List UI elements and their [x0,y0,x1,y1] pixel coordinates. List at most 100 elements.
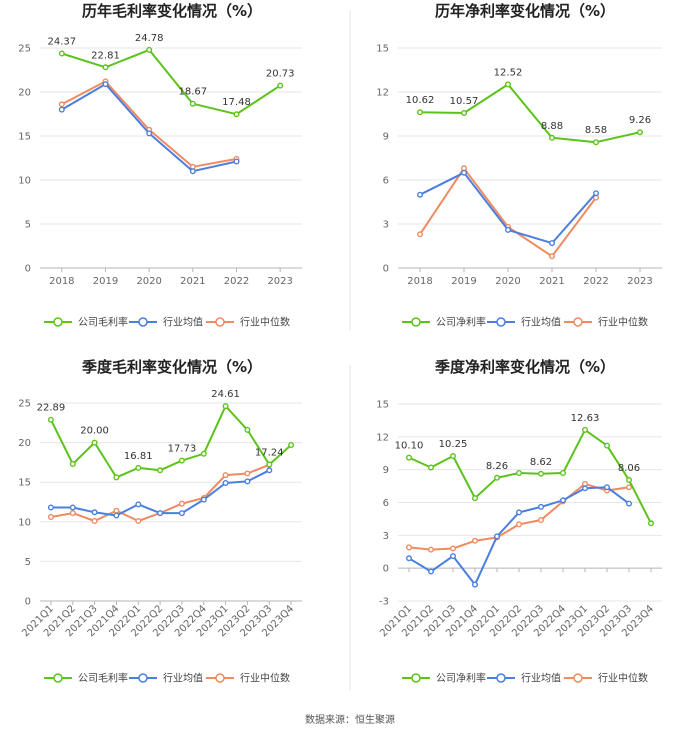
data-point-company[interactable] [637,129,644,136]
legend-item-avg[interactable]: 行业均值 [487,316,561,329]
data-point-company[interactable] [516,470,523,477]
data-point-median[interactable] [135,518,142,525]
legend-item-avg[interactable]: 行业均值 [487,672,561,685]
data-point-avg[interactable] [582,485,589,492]
legend-item-median[interactable]: 行业中位数 [564,316,648,329]
data-point-avg[interactable] [113,512,120,519]
data-point-company[interactable] [472,495,479,502]
data-point-avg[interactable] [516,509,523,516]
data-point-avg[interactable] [538,503,545,510]
data-point-median[interactable] [406,544,413,551]
y-tick-label: 10 [18,176,31,187]
data-point-median[interactable] [178,500,185,507]
data-point-company[interactable] [648,520,655,527]
data-point-avg[interactable] [146,130,153,137]
data-point-company[interactable] [582,426,589,433]
data-point-company[interactable] [200,450,207,457]
data-point-company[interactable] [178,457,185,464]
chart-title: 季度净利率变化情况（%） [435,358,615,376]
legend-item-median[interactable]: 行业中位数 [206,316,290,329]
data-point-company[interactable] [189,100,196,107]
data-point-avg[interactable] [472,581,479,588]
data-point-median[interactable] [113,507,120,514]
data-point-avg[interactable] [189,168,196,175]
data-point-avg[interactable] [428,568,435,575]
data-point-company[interactable] [146,46,153,53]
data-point-company[interactable] [428,464,435,471]
data-point-avg[interactable] [560,497,567,504]
data-point-avg[interactable] [494,533,501,540]
data-point-median[interactable] [47,514,54,521]
data-point-median[interactable] [549,253,556,260]
data-point-avg[interactable] [406,555,413,562]
data-point-avg[interactable] [47,504,54,511]
legend-item-median[interactable]: 行业中位数 [206,672,290,685]
data-point-company[interactable] [505,81,512,88]
data-point-avg[interactable] [461,169,468,176]
data-point-avg[interactable] [178,510,185,517]
data-point-avg[interactable] [417,191,424,198]
data-point-company[interactable] [69,461,76,468]
data-point-median[interactable] [58,101,65,108]
legend-item-company[interactable]: 公司净利率 [402,672,486,685]
data-point-avg[interactable] [135,501,142,508]
data-point-company[interactable] [266,461,273,468]
data-point-median[interactable] [538,517,545,524]
data-point-median[interactable] [222,472,229,479]
data-point-company[interactable] [461,109,468,116]
data-point-median[interactable] [244,470,251,477]
data-point-avg[interactable] [604,484,611,491]
data-point-company[interactable] [47,416,54,423]
data-point-company[interactable] [626,477,633,484]
data-point-company[interactable] [277,82,284,89]
data-point-company[interactable] [604,442,611,449]
data-point-company[interactable] [244,426,251,433]
data-point-avg[interactable] [102,81,109,88]
data-point-median[interactable] [450,545,457,552]
data-point-company[interactable] [560,470,567,477]
data-point-company[interactable] [494,474,501,481]
data-point-median[interactable] [69,510,76,517]
data-point-company[interactable] [450,453,457,460]
data-point-median[interactable] [91,518,98,525]
data-point-company[interactable] [157,467,164,474]
data-point-avg[interactable] [200,496,207,503]
data-point-company[interactable] [135,464,142,471]
data-point-median[interactable] [626,484,633,491]
data-point-avg[interactable] [266,467,273,474]
data-point-avg[interactable] [505,226,512,233]
data-point-company[interactable] [406,454,413,461]
legend-item-median[interactable]: 行业中位数 [564,672,648,685]
data-point-company[interactable] [222,403,229,410]
data-point-avg[interactable] [549,240,556,247]
data-point-median[interactable] [417,231,424,238]
legend-item-company[interactable]: 公司净利率 [402,316,486,329]
data-point-avg[interactable] [626,500,633,507]
legend-item-company[interactable]: 公司毛利率 [44,316,128,329]
data-point-company[interactable] [58,50,65,57]
data-point-company[interactable] [113,474,120,481]
data-point-avg[interactable] [69,504,76,511]
data-point-company[interactable] [102,64,109,71]
data-point-median[interactable] [516,521,523,528]
data-point-avg[interactable] [91,509,98,516]
legend-item-company[interactable]: 公司毛利率 [44,672,128,685]
data-point-company[interactable] [549,134,556,141]
legend-item-avg[interactable]: 行业均值 [129,672,203,685]
data-point-avg[interactable] [450,553,457,560]
data-point-median[interactable] [428,546,435,553]
data-point-company[interactable] [233,111,240,118]
data-point-company[interactable] [288,442,295,449]
data-point-avg[interactable] [244,478,251,485]
legend-item-avg[interactable]: 行业均值 [129,316,203,329]
data-point-company[interactable] [91,439,98,446]
data-point-avg[interactable] [593,190,600,197]
data-point-company[interactable] [417,109,424,116]
data-point-avg[interactable] [58,106,65,113]
data-point-company[interactable] [593,139,600,146]
data-point-avg[interactable] [222,480,229,487]
data-point-median[interactable] [472,537,479,544]
data-point-avg[interactable] [157,510,164,517]
data-point-avg[interactable] [233,158,240,165]
data-point-company[interactable] [538,470,545,477]
